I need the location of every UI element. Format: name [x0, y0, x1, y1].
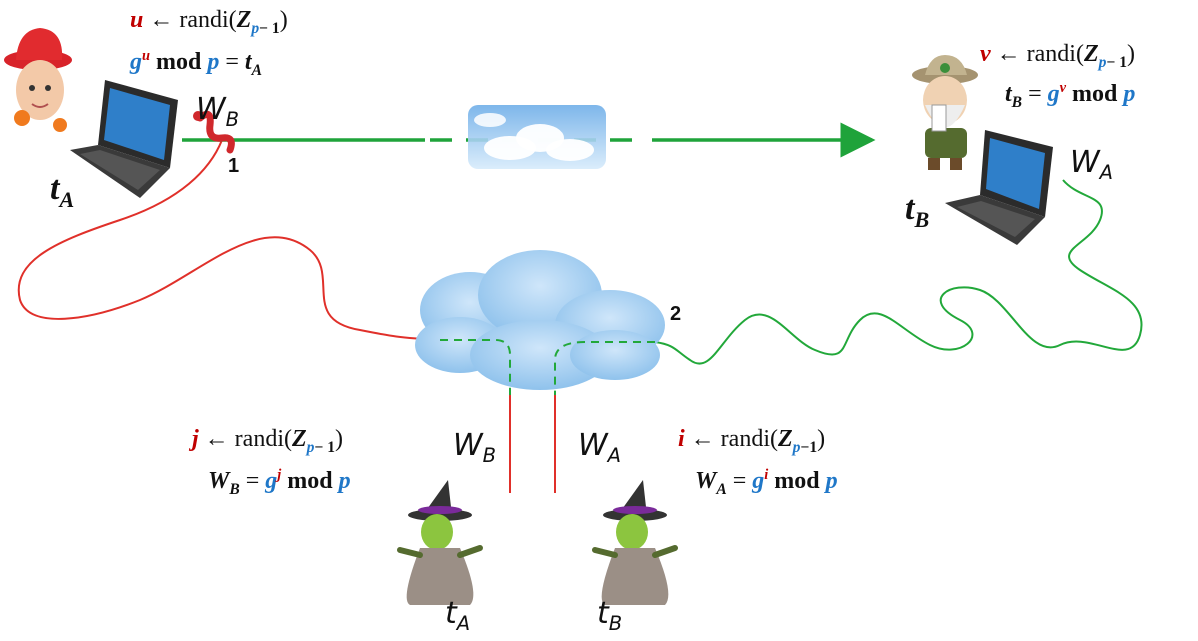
var-p: p: [825, 468, 838, 494]
mod-text: mod: [156, 49, 202, 75]
witch-left-formula-exp: WB = gj mod p: [208, 467, 351, 500]
alice-laptop: [70, 80, 178, 198]
worm-label-wb: WB: [196, 92, 240, 131]
close-paren: ): [1127, 41, 1136, 67]
bob-formula-exp: tB = gv mod p: [1005, 80, 1135, 113]
equals: =: [732, 468, 747, 494]
sub-a: A: [716, 480, 727, 498]
set-z: Z: [291, 426, 307, 452]
alice-formula-exp: gu mod p = tA: [130, 48, 262, 81]
worm: [193, 110, 235, 154]
sub-a: A: [251, 61, 262, 79]
witch-left-label-wb: WB: [453, 428, 497, 467]
exp-i: i: [764, 467, 769, 483]
bob-t-label: tB: [905, 190, 930, 232]
sub-rest: − 1: [1106, 53, 1128, 71]
sub-p: p: [1098, 53, 1107, 71]
var-w: W: [695, 468, 717, 494]
set-z: Z: [777, 426, 793, 452]
var-i: i: [678, 426, 685, 452]
var-w: W: [208, 468, 230, 494]
arrow: ←: [996, 41, 1021, 67]
step-1: 1: [228, 155, 240, 177]
randi-text: randi(: [234, 426, 292, 452]
mod-text: mod: [287, 468, 333, 494]
set-z: Z: [236, 7, 252, 33]
randi-text: randi(: [179, 7, 237, 33]
bob-label-wa: WA: [1070, 145, 1114, 184]
var-j: j: [192, 426, 199, 452]
var-p: p: [1123, 81, 1136, 107]
witch-right-formula-exp: WA = gi mod p: [695, 467, 838, 500]
base-g: g: [265, 468, 278, 494]
close-paren: ): [817, 426, 826, 452]
close-paren: ): [335, 426, 344, 452]
sub-p: p: [251, 19, 260, 37]
exp-v: v: [1059, 80, 1067, 96]
sub-p: p: [792, 438, 801, 456]
mod-text: mod: [774, 468, 820, 494]
sub-rest: − 1: [259, 19, 280, 37]
green-wire-dashed: [554, 341, 655, 395]
var-t: t: [244, 49, 252, 75]
close-paren: ): [279, 7, 288, 33]
witch-left: [397, 480, 483, 605]
var-p: p: [207, 49, 220, 75]
equals: =: [245, 468, 260, 494]
base-g: g: [130, 49, 142, 75]
equals: =: [225, 49, 239, 75]
arrow: ←: [149, 7, 174, 33]
witch-right-label-tb: tB: [597, 596, 623, 635]
bob-var-v: v: [980, 41, 991, 67]
mod-text: mod: [1072, 81, 1118, 107]
sub-p: p: [306, 438, 315, 456]
alice-var-u: u: [130, 7, 144, 33]
sub-b: B: [1011, 93, 1023, 111]
equals: =: [1028, 81, 1042, 107]
sub-b: B: [229, 480, 240, 498]
witch-right: [592, 480, 678, 605]
step-2: 2: [670, 303, 682, 325]
base-g: g: [752, 468, 765, 494]
bob-avatar: [912, 55, 978, 170]
exp-j: j: [277, 467, 282, 483]
sky-image: [468, 105, 606, 169]
arrow: ←: [690, 426, 715, 452]
randi-text: randi(: [1026, 41, 1084, 67]
alice-t-label: tA: [50, 170, 75, 212]
randi-text: randi(: [720, 426, 778, 452]
sub-rest: −1: [800, 438, 818, 456]
alice-formula-randi: u ← randi(Zp− 1): [130, 6, 288, 39]
witch-left-formula-randi: j ← randi(Zp− 1): [192, 425, 343, 458]
var-p: p: [338, 468, 351, 494]
witch-right-label-wa: WA: [578, 428, 622, 467]
witch-left-label-ta: tA: [445, 596, 471, 635]
sub-rest: − 1: [314, 438, 336, 456]
arrow: ←: [204, 426, 229, 452]
green-wire-bob: [654, 179, 1143, 365]
var-t: t: [1005, 81, 1012, 107]
exp-u: u: [142, 48, 151, 64]
bob-laptop: [945, 130, 1053, 245]
base-g: g: [1047, 81, 1060, 107]
witch-right-formula-randi: i ← randi(Zp−1): [678, 425, 825, 458]
red-wire-alice: [17, 139, 441, 341]
alice-avatar: [4, 28, 72, 132]
internet-cloud: [415, 250, 665, 390]
set-z: Z: [1083, 41, 1099, 67]
bob-formula-randi: v ← randi(Zp− 1): [980, 40, 1135, 73]
